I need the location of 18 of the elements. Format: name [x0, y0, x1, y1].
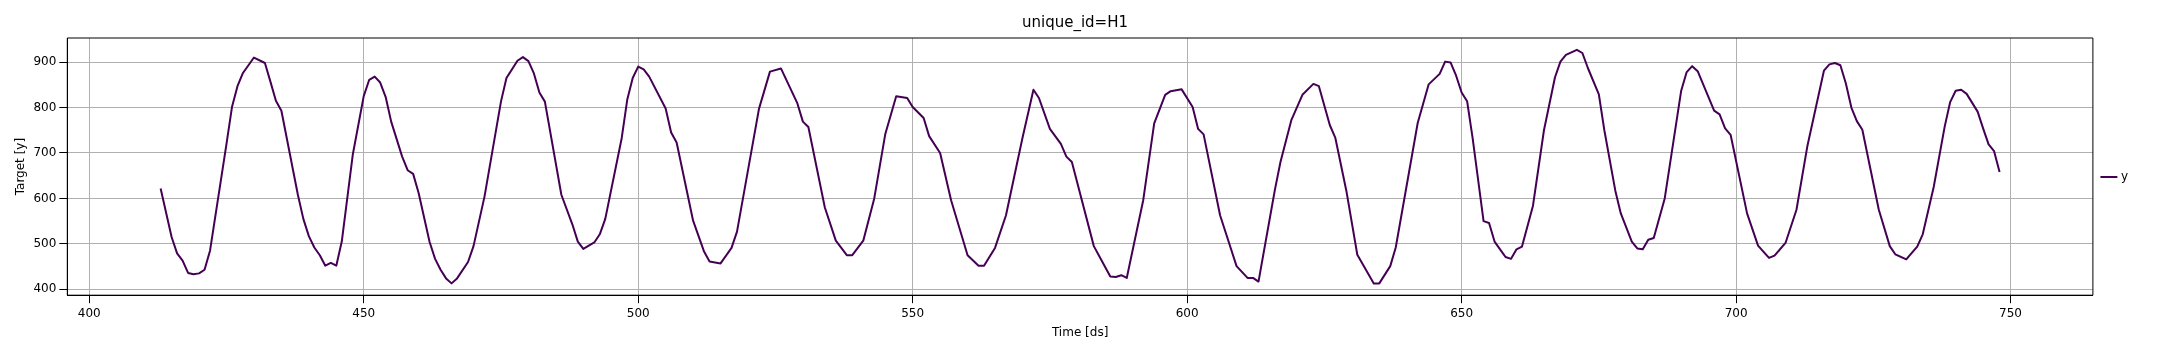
chart-title: unique_id=H1	[1021, 12, 1129, 32]
x-tick-label: 400	[77, 305, 101, 320]
y-tick-label: 700	[33, 145, 57, 160]
x-tick-label: 550	[901, 305, 925, 320]
x-tick-label: 750	[1999, 305, 2023, 320]
y-tick-label: 500	[33, 235, 57, 250]
x-tick-label: 600	[1175, 305, 1199, 320]
legend-label: y	[2120, 169, 2129, 184]
x-tick-label: 450	[352, 305, 376, 320]
y-tick-label: 900	[33, 54, 57, 69]
y-tick-label: 400	[33, 281, 57, 296]
x-tick-label: 650	[1450, 305, 1474, 320]
x-tick-label: 700	[1724, 305, 1748, 320]
y-axis-title: Target [y]	[13, 137, 28, 197]
x-axis-title: Time [ds]	[1050, 324, 1109, 339]
y-tick-label: 600	[33, 190, 57, 205]
x-tick-label: 500	[626, 305, 650, 320]
y-tick-label: 800	[33, 99, 57, 114]
